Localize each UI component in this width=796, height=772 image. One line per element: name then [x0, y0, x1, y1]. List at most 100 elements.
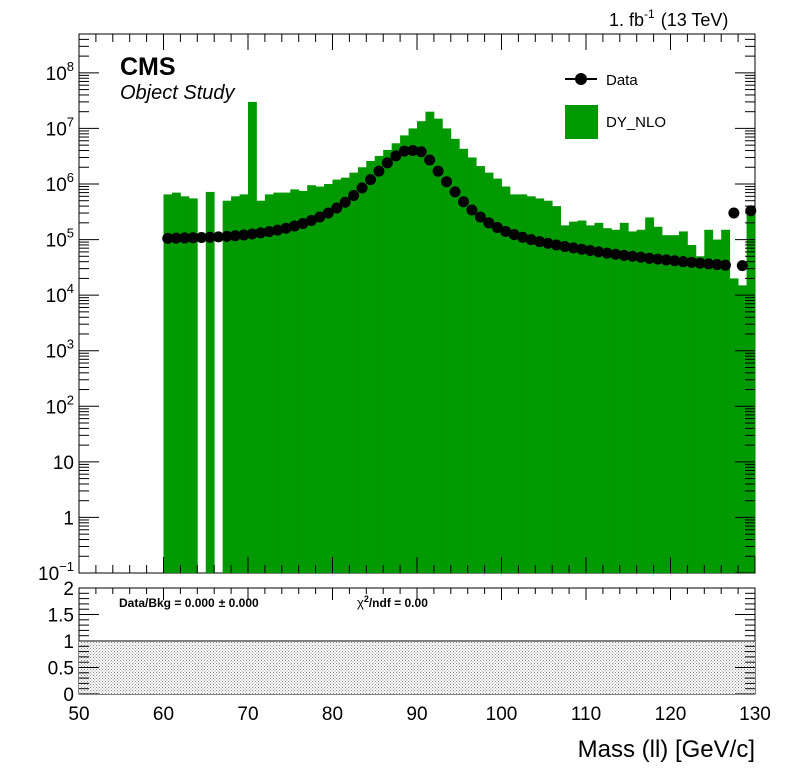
histogram-bar — [349, 172, 359, 574]
histogram-bar — [459, 148, 469, 573]
extra-label: Object Study — [120, 82, 236, 104]
y-tick-label: 107 — [46, 114, 74, 140]
histogram-bar — [594, 222, 604, 573]
histogram-bar — [256, 200, 266, 573]
histogram-bar — [324, 183, 333, 573]
lumi-label: 1. fb-1 (13 TeV) — [609, 7, 728, 30]
x-tick-label: 70 — [237, 704, 258, 725]
data-point — [229, 230, 241, 242]
data-point — [398, 145, 410, 157]
data-point — [694, 257, 706, 269]
y-axis-ticks: 10−1 1 10 102 103 104 105 106 107 108 — [38, 33, 755, 585]
histogram-bar — [315, 186, 325, 573]
data-point — [390, 150, 402, 162]
y-tick-label: 104 — [46, 281, 74, 307]
data-point — [610, 248, 622, 260]
data-point — [550, 239, 562, 251]
y-tick-label: 1 — [63, 508, 74, 529]
data-point — [221, 230, 233, 242]
histogram-bar — [408, 128, 418, 574]
data-point — [348, 190, 360, 202]
histogram-bar — [552, 206, 562, 573]
histogram-bar — [493, 178, 502, 573]
data-point — [314, 211, 326, 223]
data-point — [263, 226, 275, 238]
histogram-bar — [628, 231, 638, 573]
data-point — [415, 146, 427, 158]
x-tick-label: 90 — [406, 704, 427, 725]
histogram-bar — [400, 135, 409, 573]
histogram-bar — [586, 225, 595, 574]
data-point — [719, 259, 731, 271]
data-point — [162, 232, 174, 244]
histogram-bar — [619, 222, 629, 573]
data-point — [508, 229, 520, 241]
data-point — [288, 220, 300, 232]
data-point — [297, 217, 309, 229]
legend-mc-label: DY_NLO — [606, 114, 666, 131]
ratio-y-tick-label: 0.5 — [48, 659, 74, 680]
data-point — [669, 255, 681, 267]
data-bkg-text: Data/Bkg = 0.000 ± 0.000 — [119, 596, 259, 610]
x-tick-label: 80 — [322, 704, 343, 725]
histogram-bar — [307, 185, 316, 573]
data-point — [491, 221, 503, 233]
histogram-bar — [501, 186, 511, 573]
y-tick-label: 10−1 — [38, 559, 74, 585]
data-point — [407, 145, 419, 157]
histogram-bar — [476, 166, 485, 574]
data-point — [339, 196, 351, 208]
data-point — [483, 217, 495, 229]
x-tick-label: 110 — [571, 704, 601, 725]
data-point — [449, 186, 461, 198]
data-point — [457, 196, 469, 208]
data-point — [356, 182, 368, 194]
data-point — [187, 232, 199, 244]
legend-mc-swatch — [565, 105, 598, 139]
data-point — [711, 259, 723, 271]
mc-histogram — [163, 101, 756, 574]
data-point — [643, 252, 655, 264]
data-point — [466, 204, 478, 216]
data-point — [322, 207, 334, 219]
y-tick-label: 10 — [53, 453, 74, 474]
ratio-y-tick-label: 1.5 — [48, 606, 74, 627]
histogram-bar — [645, 217, 654, 573]
data-point — [441, 176, 453, 188]
data-point — [474, 211, 486, 223]
histogram-bar — [171, 192, 181, 574]
data-point — [196, 231, 208, 243]
histogram-bar — [678, 231, 688, 573]
histogram-bar — [670, 235, 680, 573]
histogram-bar — [391, 143, 401, 573]
data-point — [373, 165, 385, 177]
histogram-bar — [231, 196, 240, 573]
histogram-bar — [577, 220, 587, 573]
histogram-bar — [290, 189, 300, 574]
histogram-bar — [383, 149, 393, 574]
y-tick-label: 108 — [46, 59, 74, 85]
histogram-bar — [442, 128, 452, 574]
histogram-bar — [602, 228, 612, 573]
data-point — [500, 225, 512, 237]
histogram-bar — [636, 229, 646, 574]
data-point — [517, 231, 529, 243]
data-point — [686, 256, 698, 268]
data-point — [272, 224, 284, 236]
histogram-bar — [366, 160, 376, 573]
ratio-y-tick-label: 1 — [63, 632, 74, 653]
data-point — [331, 202, 343, 214]
histogram-bar — [687, 244, 697, 573]
histogram-bar — [467, 157, 477, 573]
x-axis-title: Mass (ll) [GeV/c] — [578, 736, 755, 763]
histogram-bar — [374, 155, 384, 573]
x-tick-label: 50 — [68, 704, 89, 725]
ratio-y-tick-label: 0 — [63, 685, 74, 706]
data-point — [635, 251, 647, 263]
histogram-bar — [712, 239, 722, 573]
legend-data-marker — [575, 73, 587, 85]
histogram-bar — [662, 235, 671, 573]
histogram-bar — [273, 192, 283, 574]
data-point — [424, 154, 436, 166]
